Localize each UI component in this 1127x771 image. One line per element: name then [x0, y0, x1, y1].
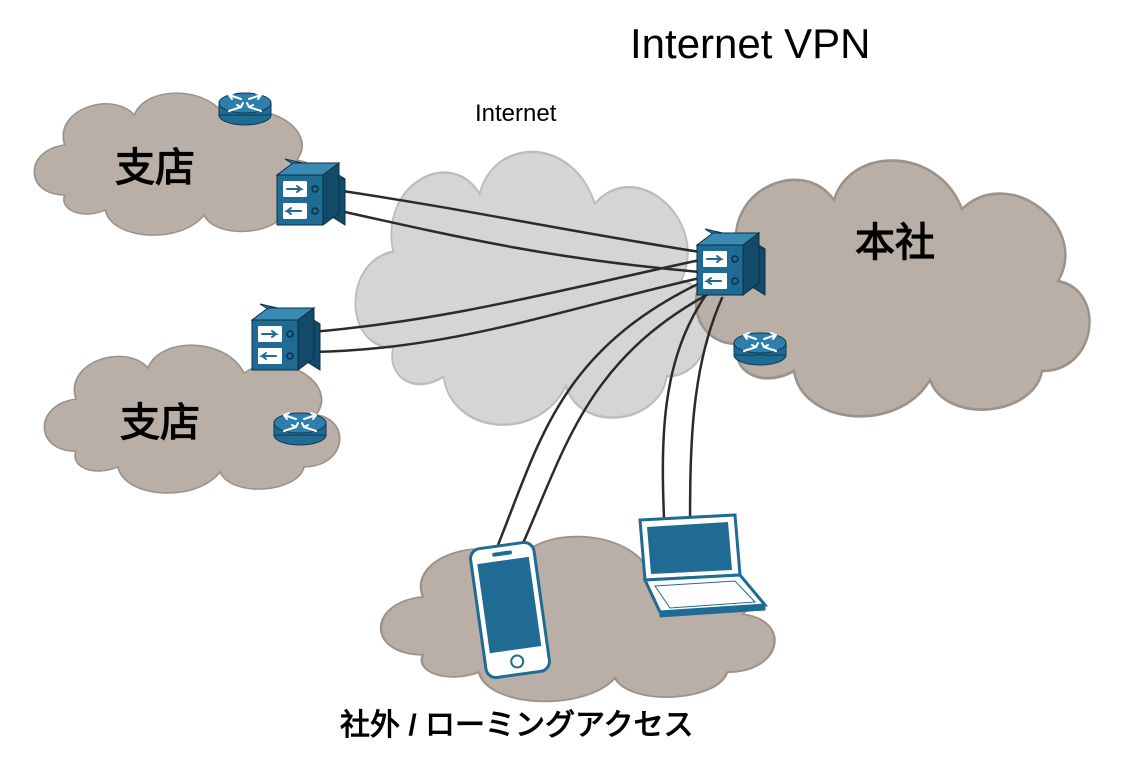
roaming-label: 社外 / ローミングアクセス: [340, 700, 694, 744]
branch2-label: 支店: [120, 390, 200, 448]
internet-label: Internet: [475, 100, 556, 128]
diagram-canvas: Internet VPN Internet 支店 支店 本社 社外 / ローミン…: [0, 0, 1127, 771]
branch1-router: [219, 93, 271, 125]
laptop-icon: [640, 515, 765, 617]
hq-firewall: [697, 229, 765, 295]
diagram-svg: [0, 0, 1127, 771]
hq-router: [734, 333, 786, 365]
branch2-router: [274, 413, 326, 445]
branch1-firewall: [277, 159, 345, 225]
title: Internet VPN: [630, 20, 870, 68]
branch1-label: 支店: [115, 135, 195, 193]
hq-label: 本社: [855, 210, 935, 268]
branch2-firewall: [252, 304, 320, 370]
